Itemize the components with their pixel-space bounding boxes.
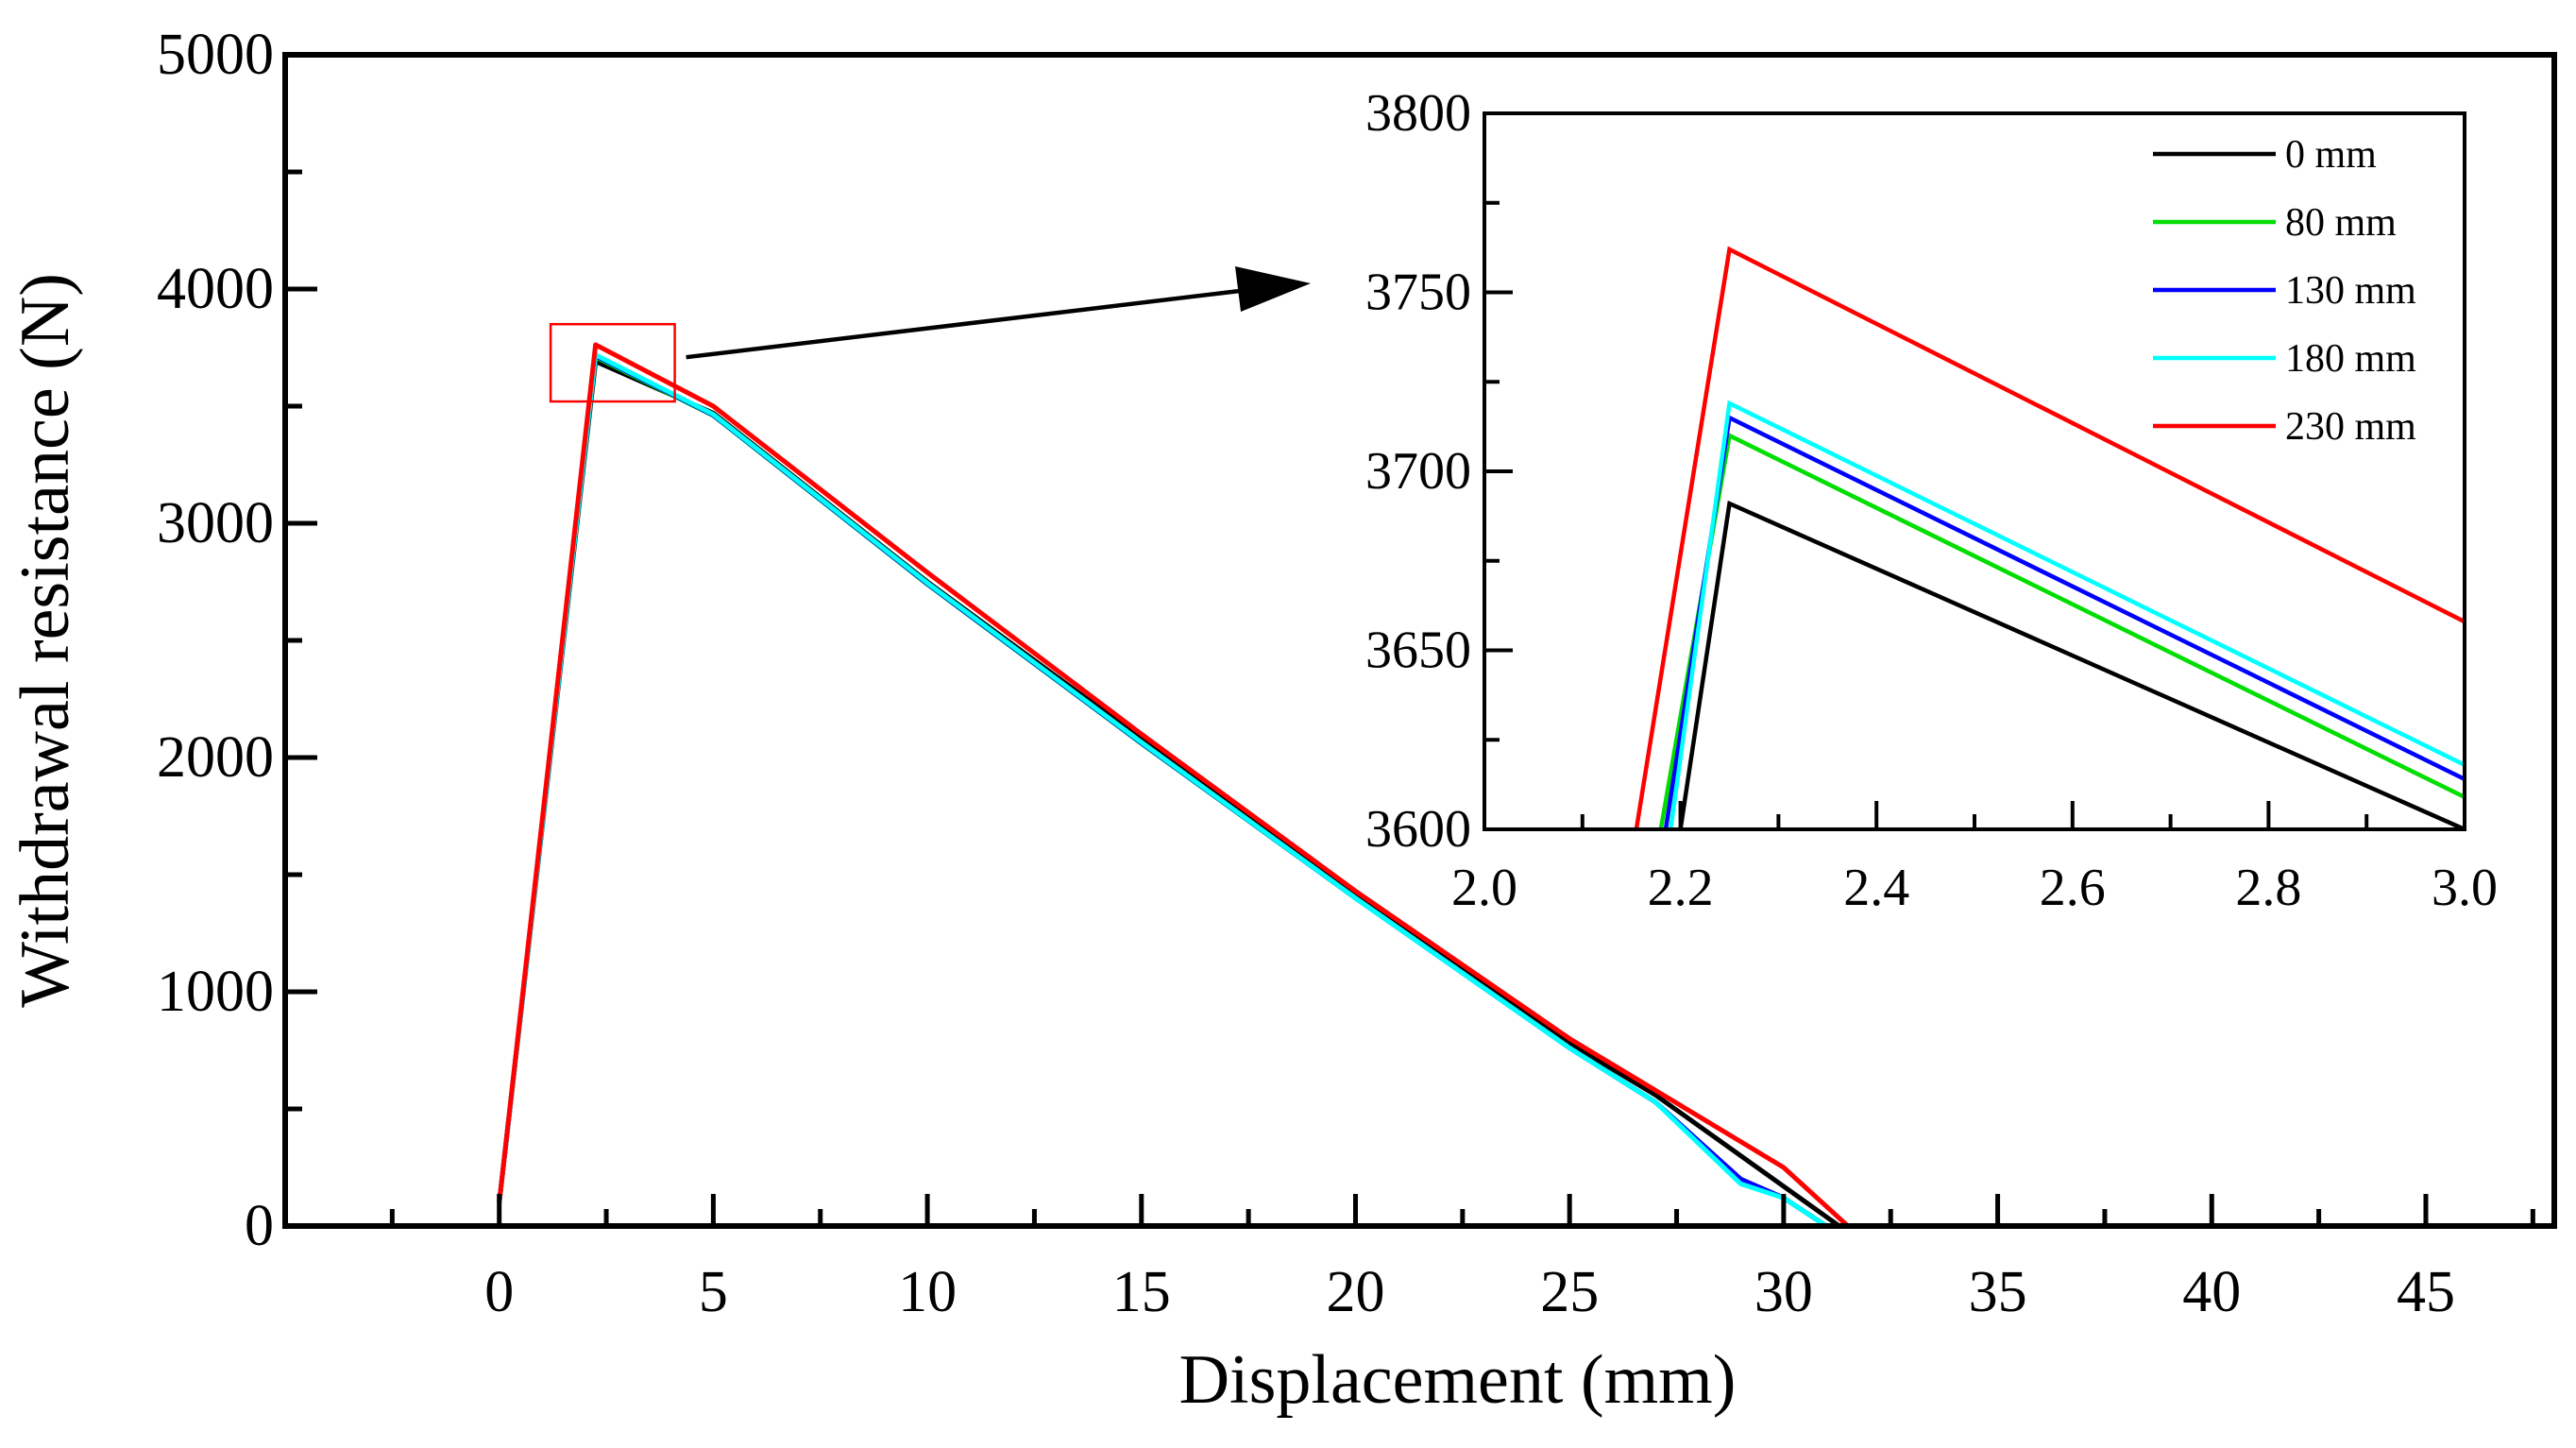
zoom-annotation [549,266,1311,403]
x-tick-label: 40 [2182,1260,2241,1324]
series-line-230-mm [497,342,1850,1228]
x-tick-label: 25 [1540,1260,1599,1324]
legend-label-230-mm: 230 mm [2285,405,2416,449]
inset-y-tick-label: 3600 [1365,800,1471,859]
legend-label-0-mm: 0 mm [2285,133,2377,177]
main-plot: 0 5 10 15 20 25 30 35 40 45 0 1000 2000 3000 4000 5000 D… [7,23,2557,1419]
x-tick-label: 45 [2397,1260,2455,1324]
inset-y-tick-label: 3750 [1365,264,1471,322]
y-tick-label: 4000 [157,257,274,321]
y-tick-label: 2000 [157,725,274,790]
inset-y-tick-label: 3650 [1365,622,1471,680]
y-axis-title: Withdrawal resistance (N) [7,273,84,1008]
inset-series-line-0-mm [1678,500,2465,829]
inset-series-group [1634,246,2465,829]
inset-background [1484,113,2465,829]
x-tick-label: 15 [1112,1260,1171,1324]
x-tick-label: 0 [484,1260,514,1324]
x-tick-label: 20 [1326,1260,1384,1324]
legend: 0 mm 80 mm 130 mm 180 mm 230 mm [2153,133,2416,449]
inset-series-line-80-mm [1658,432,2465,829]
inset-y-tick-label: 3700 [1365,442,1471,501]
zoom-arrow-head [1235,266,1311,312]
y-tick-label: 0 [245,1194,274,1258]
inset-x-tick-label: 2.4 [1843,859,1909,917]
inset-series-line-180-mm [1668,400,2465,829]
inset-x-tick-label: 2.8 [2235,859,2301,917]
zoom-box [549,322,676,403]
inset-plot: 2.0 2.2 2.4 2.6 2.8 3.0 3600 3650 3700 3750 3800 0 … [1365,84,2498,917]
y-tick-label: 1000 [157,960,274,1024]
legend-label-180-mm: 180 mm [2285,337,2416,381]
x-tick-label: 35 [1969,1260,2027,1324]
zoom-arrow-line [686,288,1241,360]
y-tick-label: 3000 [157,491,274,555]
x-axis-title: Displacement (mm) [1179,1341,1737,1419]
x-tick-label: 5 [699,1260,728,1324]
inset-x-tick-label: 2.6 [2040,859,2106,917]
inset-x-tick-label: 2.2 [1648,859,1714,917]
inset-x-tick-label: 3.0 [2432,859,2498,917]
inset-y-tick-label: 3800 [1365,84,1471,143]
x-tick-label: 10 [898,1260,957,1324]
inset-series-line-230-mm [1634,246,2465,829]
inset-x-tick-label: 2.0 [1451,859,1517,917]
y-tick-label: 5000 [157,23,274,87]
legend-label-130-mm: 130 mm [2285,269,2416,313]
legend-label-80-mm: 80 mm [2285,201,2397,245]
x-tick-label: 30 [1754,1260,1813,1324]
